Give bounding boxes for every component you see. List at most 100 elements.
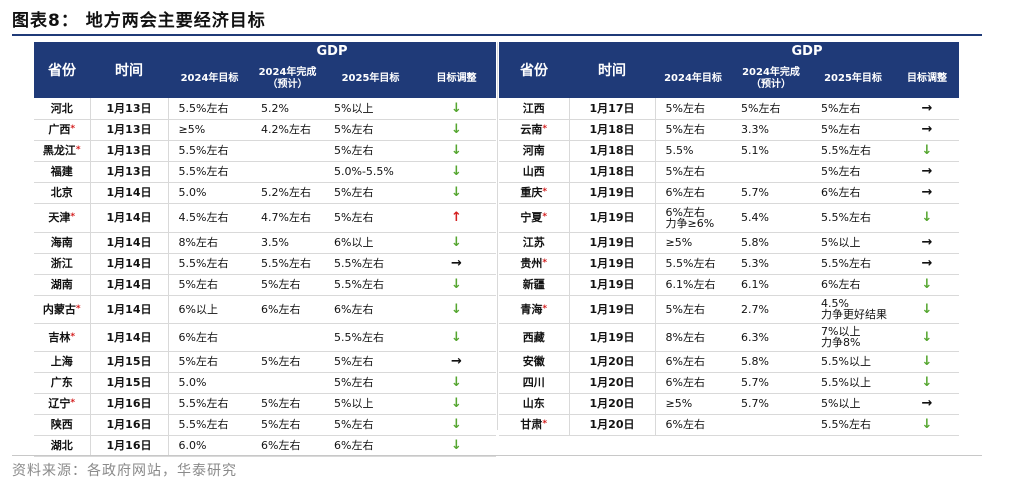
header-time: 时间 xyxy=(569,42,655,98)
target-2025-cell-line: 7%以上 xyxy=(821,325,861,338)
date-cell: 1月14日 xyxy=(90,203,169,233)
table-row: 河南 1月18日 5.5% 5.1% 5.5%左右 ↓ xyxy=(499,140,959,162)
header-gdp: GDP xyxy=(655,42,959,60)
province-cell: 辽宁* xyxy=(34,393,91,415)
date-cell: 1月14日 xyxy=(90,295,169,324)
arrow-down-icon: ↓ xyxy=(451,277,462,292)
date-cell: 1月19日 xyxy=(569,182,656,204)
table-row: 上海 1月15日 5%左右 5%左右 5%左右 → xyxy=(34,351,496,373)
done-2024-cell-line: 5%左右 xyxy=(261,355,301,368)
target-2025-cell: 5%左右 xyxy=(811,161,895,183)
done-2024-cell: 5.8% xyxy=(731,351,811,373)
arrow-down-icon: ↓ xyxy=(921,210,933,225)
done-2024-cell: 5.8% xyxy=(731,232,811,254)
header-adjust: 目标调整 xyxy=(417,60,496,98)
province-cell: 宁夏* xyxy=(499,203,570,233)
target-2024-cell: 5%左右 xyxy=(168,351,251,373)
target-2025-cell: 5.5%左右 xyxy=(811,140,895,162)
province-cell: 江苏 xyxy=(499,232,570,254)
target-2025-cell-line: 5%左右 xyxy=(821,123,861,136)
target-2025-cell: 5%左右 xyxy=(324,372,417,394)
date-cell: 1月16日 xyxy=(90,414,169,436)
table-row: 广西* 1月13日 ≥5% 4.2%左右 5%左右 ↓ xyxy=(34,119,496,141)
date-cell: 1月20日 xyxy=(569,372,656,394)
right-table-body: 江西 1月17日 5%左右 5%左右 5%左右 → 云南* 1月18日 5%左右 3.3% 5%左右… xyxy=(499,98,959,436)
target-2024-cell-line: 5.5%左右 xyxy=(665,257,716,270)
arrow-down-icon: ↓ xyxy=(451,143,462,158)
target-2024-cell: 5.5%左右 xyxy=(168,253,251,275)
target-2024-cell-line: ≥5% xyxy=(665,397,693,410)
target-2024-cell-line: 5.5%左右 xyxy=(178,397,229,410)
target-2024-cell-line: 5%左右 xyxy=(665,302,705,316)
table-row: 辽宁* 1月16日 5.5%左右 5%左右 5%以上 ↓ xyxy=(34,393,496,415)
arrow-down-icon: ↓ xyxy=(451,329,462,345)
target-2025-cell: 5%以上 xyxy=(324,98,417,120)
province-cell: 山西 xyxy=(499,161,570,183)
target-2025-cell-line: 力争更好结果 xyxy=(821,308,887,321)
done-2024-cell: 5.5%左右 xyxy=(251,253,324,275)
target-2024-cell: 5.5%左右 xyxy=(168,98,251,120)
target-2024-cell: 5%左右 xyxy=(168,274,251,296)
target-2025-cell-line: 5.5%左右 xyxy=(334,278,384,291)
target-2025-cell: 5%左右 xyxy=(324,182,417,204)
province-cell: 湖北 xyxy=(34,435,91,457)
target-2025-cell-line: 5%以上 xyxy=(821,397,861,410)
target-2024-cell: 5.5% xyxy=(655,140,731,162)
target-2025-cell-line: 4.5% xyxy=(821,297,849,310)
target-2024-cell: 5.0% xyxy=(168,182,251,204)
target-2024-cell: 5%左右 xyxy=(655,119,731,141)
asterisk-mark: * xyxy=(70,331,76,342)
province-cell: 上海 xyxy=(34,351,91,373)
target-2024-cell-line: ≥5% xyxy=(178,123,206,136)
asterisk-mark: * xyxy=(542,419,548,429)
done-2024-cell-line: 5%左右 xyxy=(741,101,781,115)
target-2024-cell-line: 6%左右 xyxy=(665,205,705,219)
adjust-cell: ↓ xyxy=(895,323,959,352)
province-cell: 贵州* xyxy=(499,253,570,275)
done-2024-cell: 5%左右 xyxy=(251,351,324,373)
province-cell: 陕西 xyxy=(34,414,91,436)
done-2024-cell: 3.5% xyxy=(251,232,324,254)
table-row: 宁夏* 1月19日 6%左右 力争≥6% 5.4% 5.5%左右 ↓ xyxy=(499,203,959,233)
target-2025-cell-line: 5%左右 xyxy=(334,376,374,389)
province-name: 安徽 xyxy=(522,355,545,368)
target-2024-cell: 5.5%左右 xyxy=(168,140,251,162)
table-row: 新疆 1月19日 6.1%左右 6.1% 6%左右 ↓ xyxy=(499,274,959,296)
province-cell: 甘肃* xyxy=(499,414,570,436)
target-2024-cell-line: 4.5%左右 xyxy=(178,211,229,224)
adjust-cell: → xyxy=(895,182,959,204)
province-name: 河北 xyxy=(50,101,73,115)
done-2024-cell-line: 6%左右 xyxy=(261,302,301,316)
title-rule xyxy=(12,34,982,36)
table-row: 山西 1月18日 5%左右 5%左右 → xyxy=(499,161,959,183)
done-2024-cell-line: 5%左右 xyxy=(261,278,301,291)
adjust-cell: ↓ xyxy=(895,372,959,394)
adjust-cell: → xyxy=(895,119,959,141)
table-row: 黑龙江* 1月13日 5.5%左右 5%左右 ↓ xyxy=(34,140,496,162)
target-2025-cell-line: 5%左右 xyxy=(821,165,861,178)
target-2024-cell-line: 5.5%左右 xyxy=(178,101,229,115)
header-target-2024: 2024年目标 xyxy=(655,60,731,98)
target-2025-cell-line: 5.5%左右 xyxy=(821,418,871,431)
date-cell: 1月19日 xyxy=(569,253,656,275)
done-2024-cell: 2.7% xyxy=(731,295,811,324)
done-2024-cell: 5.7% xyxy=(731,372,811,394)
target-2025-cell: 6%左右 xyxy=(324,295,417,324)
right-table: 省份 时间 GDP 2024年目标 2024年完成 （预计） 2025年目标 目标… xyxy=(499,42,959,436)
target-2025-cell: 5%左右 xyxy=(811,119,895,141)
table-row: 广东 1月15日 5.0% 5%左右 ↓ xyxy=(34,372,496,394)
table-row: 福建 1月13日 5.5%左右 5.0%-5.5% ↓ xyxy=(34,161,496,183)
target-2025-cell: 5.5%以上 xyxy=(811,351,895,373)
date-cell: 1月18日 xyxy=(569,140,656,162)
arrow-down-icon: ↓ xyxy=(451,164,462,179)
header-target-2024: 2024年目标 xyxy=(168,60,251,98)
table-row: 湖南 1月14日 5%左右 5%左右 5.5%左右 ↓ xyxy=(34,274,496,296)
target-2025-cell: 5.5%左右 xyxy=(811,253,895,275)
province-name: 江西 xyxy=(522,101,545,115)
adjust-cell: ↓ xyxy=(417,435,496,457)
target-2024-cell-line: 5.5% xyxy=(665,144,694,157)
done-2024-cell-line: 5.4% xyxy=(741,211,769,224)
target-2025-cell-line: 5%以上 xyxy=(334,397,374,410)
date-cell: 1月16日 xyxy=(90,435,169,457)
target-2025-cell-line: 5%左右 xyxy=(334,211,374,224)
